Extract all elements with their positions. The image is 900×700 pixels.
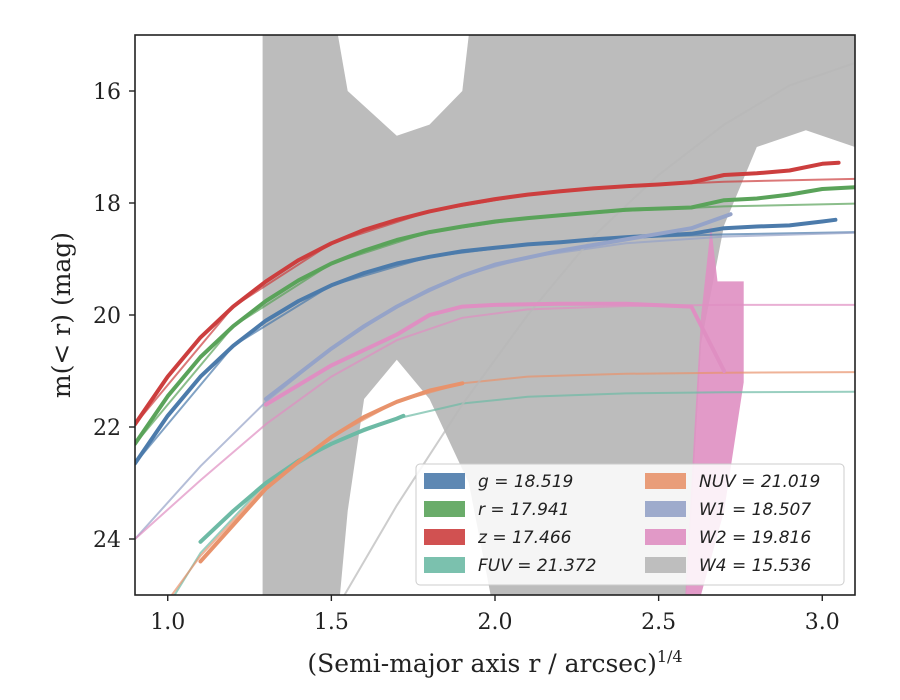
x-tick-label: 1.5 bbox=[314, 610, 349, 635]
x-tick-label: 1.0 bbox=[150, 610, 185, 635]
w4-region-shape bbox=[262, 35, 855, 595]
legend: g = 18.519 r = 17.941 z = 17.466 FUV = 21.3… bbox=[415, 463, 845, 586]
x-tick-label: 2.5 bbox=[641, 610, 676, 635]
y-tick-label: 22 bbox=[93, 416, 121, 441]
w4-shaded-region bbox=[262, 35, 855, 595]
x-tick-label: 3.0 bbox=[805, 610, 840, 635]
fuv-data-curve bbox=[198, 413, 406, 544]
z-data-curve bbox=[135, 160, 841, 427]
w1-data-curve bbox=[263, 212, 733, 401]
y-axis-title: m(< r) (mag) bbox=[47, 232, 76, 398]
y-tick-label: 18 bbox=[93, 192, 121, 217]
legend-frame bbox=[415, 463, 845, 586]
w2-data-curve bbox=[263, 301, 727, 407]
r-data-curve bbox=[135, 185, 855, 446]
nuv-data-curve bbox=[198, 381, 465, 564]
x-axis-title-exponent: 1/4 bbox=[657, 647, 683, 666]
g-legend-swatch bbox=[424, 473, 465, 489]
y-tick-label: 16 bbox=[93, 80, 121, 105]
w1-legend-label: W1 = 18.507 bbox=[699, 500, 811, 520]
fuv-legend-swatch bbox=[424, 557, 465, 573]
plot-area bbox=[135, 35, 855, 595]
y-tick-label: 24 bbox=[93, 528, 121, 553]
z-legend-swatch bbox=[424, 529, 465, 545]
data-curves bbox=[135, 160, 855, 564]
w4-legend-label: W4 = 15.536 bbox=[699, 556, 811, 576]
x-axis-title: (Semi-major axis r / arcsec)1/4 bbox=[307, 647, 682, 678]
y-axis: 16 18 20 22 24 bbox=[93, 80, 135, 553]
x-axis: 1.0 1.5 2.0 2.5 3.0 bbox=[150, 595, 840, 635]
w2-legend-swatch bbox=[645, 529, 686, 545]
r-legend-swatch bbox=[424, 501, 465, 517]
r-legend-label: r = 17.941 bbox=[478, 500, 570, 520]
w2-legend-label: W2 = 19.816 bbox=[699, 528, 811, 548]
x-tick-label: 2.0 bbox=[478, 610, 513, 635]
fuv-legend-label: FUV = 21.372 bbox=[478, 556, 596, 576]
g-data-curve bbox=[135, 217, 838, 466]
z-legend-label: z = 17.466 bbox=[477, 528, 572, 548]
y-tick-label: 20 bbox=[93, 304, 121, 329]
nuv-legend-swatch bbox=[645, 473, 686, 489]
fuv-model-curve bbox=[173, 390, 855, 595]
w4-legend-swatch bbox=[645, 557, 686, 573]
g-legend-label: g = 18.519 bbox=[478, 472, 573, 492]
w1-legend-swatch bbox=[645, 501, 686, 517]
nuv-legend-label: NUV = 21.019 bbox=[699, 472, 820, 492]
w4-region-gap bbox=[337, 35, 469, 136]
